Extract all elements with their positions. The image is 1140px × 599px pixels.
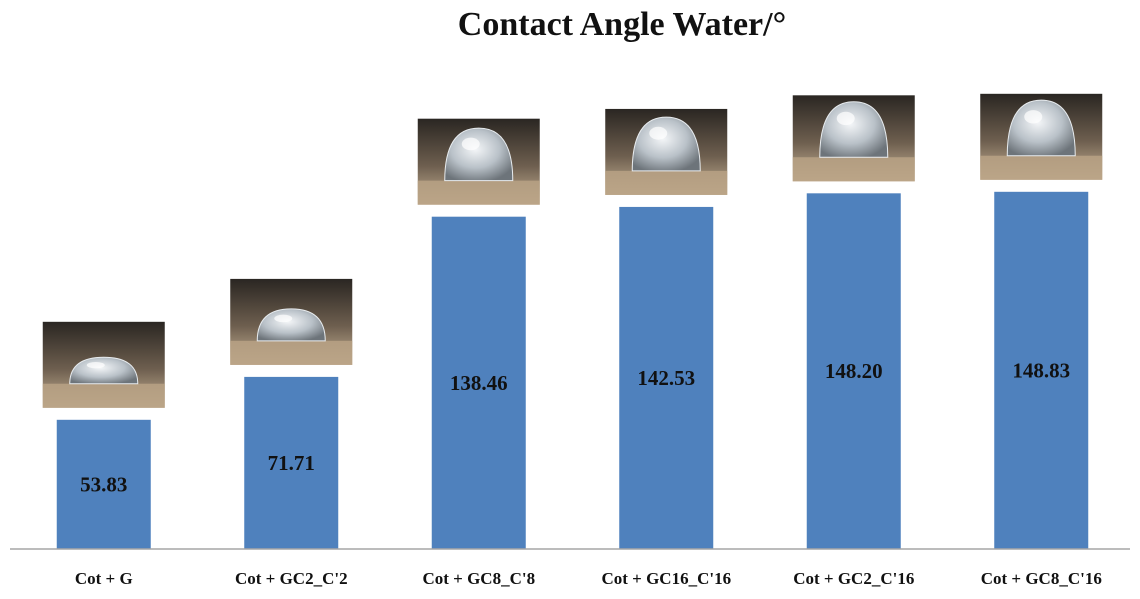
water-droplet-photo <box>980 93 1103 180</box>
data-label: 148.83 <box>1012 358 1070 382</box>
bar <box>806 193 901 549</box>
x-tick-label: Cot + GC2_C'2 <box>235 569 348 588</box>
water-droplet-photo <box>605 108 728 195</box>
data-label: 148.20 <box>825 359 883 383</box>
chart-title: Contact Angle Water/° <box>458 6 786 43</box>
x-tick-label: Cot + GC8_C'16 <box>981 569 1102 588</box>
water-droplet-photo <box>230 278 353 365</box>
bar <box>244 376 339 549</box>
bar <box>431 216 526 550</box>
x-tick-label: Cot + GC8_C'8 <box>422 569 535 588</box>
x-tick-label: Cot + G <box>75 569 133 588</box>
data-label: 138.46 <box>450 371 508 395</box>
x-tick-label: Cot + GC2_C'16 <box>793 569 914 588</box>
bar <box>56 419 151 549</box>
water-droplet-photo <box>417 118 540 205</box>
bar <box>994 191 1089 550</box>
data-label: 71.71 <box>268 451 315 475</box>
x-tick-label: Cot + GC16_C'16 <box>601 569 731 588</box>
data-label: 53.83 <box>80 472 127 496</box>
bar <box>619 206 714 550</box>
water-droplet-photo <box>792 95 915 182</box>
water-droplet-photo <box>42 321 165 408</box>
plot-area: 53.83 Cot + G 71.71 Cot + GC2_C'2 138.46 Cot … <box>42 93 1103 588</box>
data-label: 142.53 <box>637 366 695 390</box>
